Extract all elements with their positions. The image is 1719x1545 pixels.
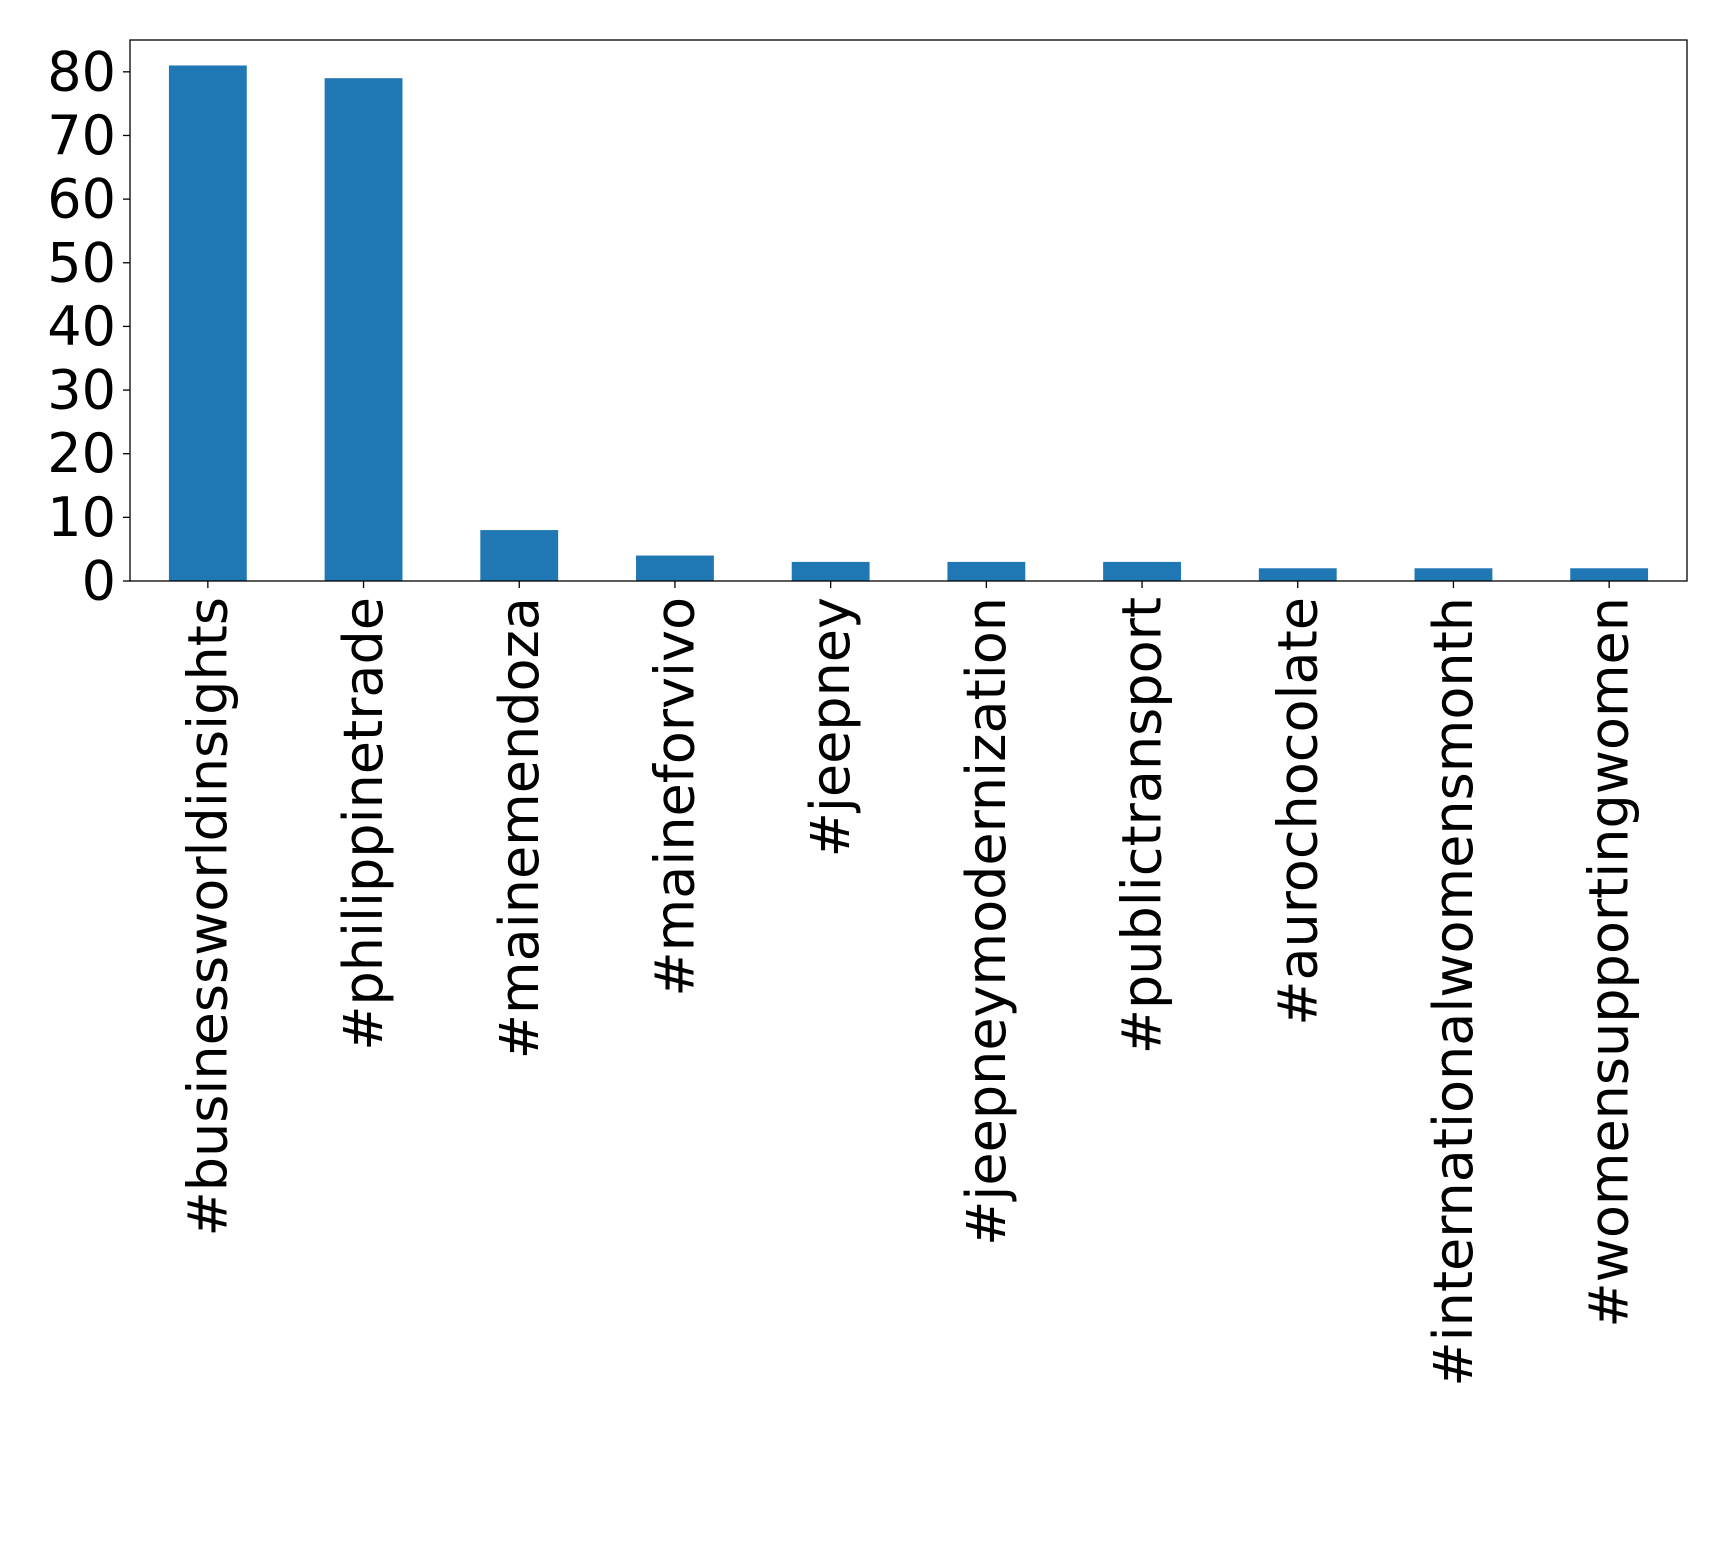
x-tick-label: #jeepney — [799, 597, 862, 857]
bar-aurochocolate — [1258, 568, 1337, 581]
x-axis: #businessworldinsights #philippinetrade #m… — [176, 581, 1641, 1387]
y-tick-label: 50 — [47, 231, 116, 294]
x-tick-label: #internationalwomensmonth — [1422, 597, 1485, 1387]
x-tick-label: #mainemendoza — [488, 597, 551, 1059]
bar-womensupportingwomen — [1570, 568, 1649, 581]
bar-jeepney — [791, 561, 870, 581]
bar-philippinetrade — [324, 78, 403, 581]
y-tick-label: 20 — [47, 422, 116, 485]
y-tick-label: 80 — [47, 40, 116, 103]
y-tick-label: 0 — [82, 550, 116, 613]
bar-businessworldinsights — [168, 65, 247, 582]
y-tick-label: 40 — [47, 295, 116, 358]
y-tick-label: 60 — [47, 168, 116, 231]
y-tick-label: 10 — [47, 486, 116, 549]
x-tick-label: #aurochocolate — [1266, 597, 1329, 1026]
x-tick-label: #womensupportingwomen — [1578, 597, 1641, 1328]
bar-publictransport — [1103, 561, 1181, 581]
y-tick-label: 70 — [47, 104, 116, 167]
y-tick-label: 30 — [47, 359, 116, 422]
bar-internationalwomensmonth — [1414, 568, 1493, 581]
bar-jeepneymodernization — [947, 561, 1026, 581]
plot-frame — [129, 39, 1688, 582]
bars-layer — [168, 65, 1649, 582]
bar-maineforvivo — [636, 555, 714, 581]
x-tick-label: #maineforvivo — [643, 597, 706, 997]
x-tick-label: #businessworldinsights — [176, 597, 239, 1236]
x-tick-label: #jeepneymodernization — [955, 597, 1018, 1246]
x-tick-label: #publictransport — [1111, 597, 1174, 1054]
bar-mainemendoza — [480, 530, 559, 581]
x-tick-label: #philippinetrade — [332, 597, 395, 1051]
